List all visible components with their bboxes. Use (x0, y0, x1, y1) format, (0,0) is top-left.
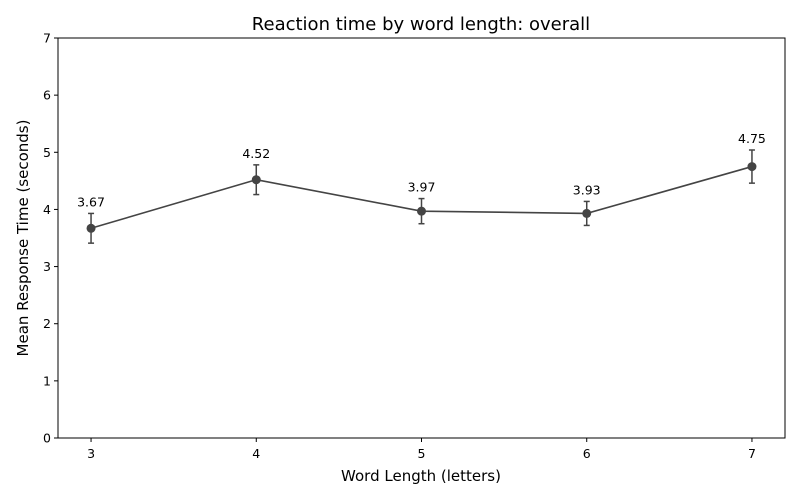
data-label: 4.75 (738, 131, 766, 146)
x-axis-label: Word Length (letters) (341, 467, 501, 485)
x-tick-label: 7 (748, 446, 756, 461)
data-label: 3.67 (77, 194, 105, 209)
data-point (251, 175, 261, 185)
y-tick-label: 4 (43, 202, 51, 217)
x-tick-label: 6 (583, 446, 591, 461)
data-point (417, 206, 426, 216)
y-tick-label: 5 (43, 145, 51, 160)
x-tick-label: 3 (87, 446, 95, 461)
data-point (747, 162, 757, 172)
y-tick-label: 0 (43, 431, 51, 446)
data-label: 3.97 (408, 180, 436, 195)
data-labels: 3.67 4.52 3.97 3.93 4.75 (77, 131, 766, 209)
plot-frame (57, 37, 786, 439)
data-point (582, 208, 592, 218)
x-tick-label: 5 (418, 446, 426, 461)
y-tick-label: 1 (43, 373, 51, 388)
data-label: 3.93 (573, 182, 601, 197)
data-point (86, 223, 96, 233)
data-label: 4.52 (242, 146, 270, 161)
y-tick-label: 2 (43, 316, 51, 331)
y-tick-label: 3 (43, 259, 51, 274)
error-bars (88, 149, 755, 244)
x-tick-label: 4 (252, 446, 260, 461)
chart-title: Reaction time by word length: overall (252, 14, 590, 35)
y-axis: 0 1 2 3 4 5 6 7 (43, 31, 58, 446)
y-tick-label: 6 (43, 88, 51, 103)
x-axis: 3 4 5 6 7 (87, 438, 756, 461)
y-axis-label: Mean Response Time (seconds) (14, 120, 32, 357)
y-tick-label: 7 (43, 31, 51, 46)
data-points (86, 162, 757, 233)
